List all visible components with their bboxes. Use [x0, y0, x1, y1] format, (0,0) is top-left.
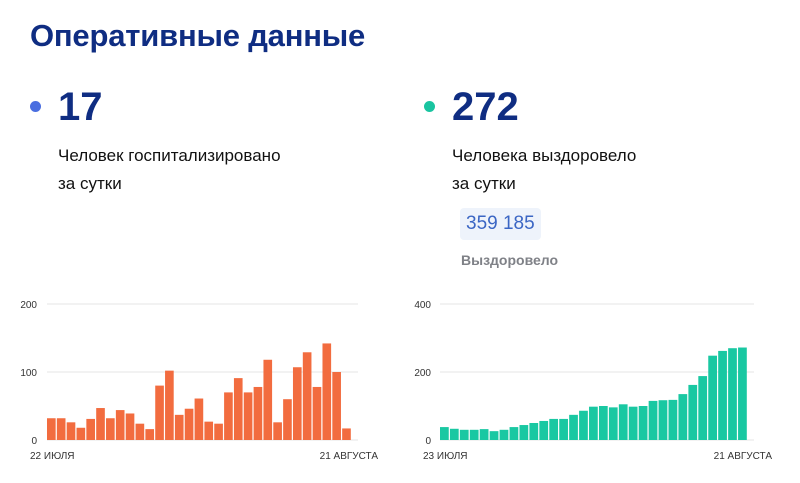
bar: [243, 392, 253, 440]
bar: [738, 347, 747, 440]
bar: [125, 413, 135, 440]
hospitalized-desc-line2: за сутки: [58, 174, 122, 193]
bar: [214, 423, 223, 440]
hospitalized-value: 17: [58, 85, 103, 129]
bar: [529, 423, 539, 440]
y-tick-label: 0: [31, 436, 37, 447]
recovered-bar-chart: 0 200 400 23 ИЮЛЯ 21 АВГУСТА: [414, 300, 773, 462]
bar: [658, 400, 668, 440]
recovered-value: 272: [452, 85, 519, 129]
x-end-label: 21 АВГУСТА: [320, 451, 379, 462]
y-tick-label: 200: [414, 368, 431, 379]
bar: [184, 408, 194, 440]
bar: [579, 410, 588, 440]
bar: [283, 399, 292, 440]
y-tick-label: 200: [20, 300, 37, 311]
bar: [598, 406, 608, 440]
bar: [718, 350, 727, 440]
bar: [440, 427, 449, 440]
bar: [589, 406, 598, 440]
bar: [56, 418, 66, 440]
x-start-label: 23 ИЮЛЯ: [423, 451, 468, 462]
hospitalized-description: Человек госпитализировано за сутки: [58, 142, 358, 198]
bar: [135, 423, 145, 440]
bar: [332, 372, 341, 440]
bar: [499, 429, 509, 440]
y-tick-label: 0: [425, 436, 431, 447]
bar: [155, 385, 164, 440]
bar: [628, 406, 638, 440]
bar: [86, 418, 95, 440]
recovered-total-label: Выздоровело: [461, 252, 559, 268]
bar: [302, 352, 312, 440]
page-title: Оперативные данные: [30, 18, 366, 53]
bar: [312, 386, 322, 440]
bar: [224, 392, 233, 440]
bar: [204, 421, 214, 440]
bar: [342, 428, 351, 440]
bar: [253, 386, 263, 440]
bar: [708, 355, 717, 440]
bar: [539, 420, 549, 440]
bar: [668, 399, 678, 440]
hospitalized-dot-icon: [30, 101, 41, 112]
bar: [479, 429, 489, 440]
recovered-dot-icon: [424, 101, 435, 112]
bar: [263, 359, 273, 440]
bar: [638, 406, 648, 440]
bar: [47, 418, 56, 440]
bar: [459, 429, 469, 440]
recovered-description: Человека выздоровело за сутки: [452, 142, 752, 198]
bar: [194, 398, 204, 440]
bar: [519, 425, 529, 440]
bar: [115, 410, 125, 440]
bar: [559, 418, 568, 440]
bar: [698, 376, 708, 440]
bar: [322, 343, 332, 440]
bar: [569, 414, 578, 440]
bar: [608, 407, 618, 440]
bar: [165, 370, 174, 440]
x-start-label: 22 ИЮЛЯ: [30, 451, 75, 462]
bar: [648, 400, 658, 440]
bar: [618, 404, 628, 440]
recovered-desc-line2: за сутки: [452, 174, 516, 193]
bar: [273, 422, 282, 440]
y-tick-label: 400: [414, 300, 431, 311]
y-tick-label: 100: [20, 368, 37, 379]
bar: [145, 429, 155, 440]
bar: [449, 428, 459, 440]
bar: [292, 367, 302, 440]
hospitalized-desc-line1: Человек госпитализировано: [58, 146, 281, 165]
bar: [233, 378, 243, 440]
bar: [106, 418, 115, 440]
hospitalized-bar-chart: 0 100 200 22 ИЮЛЯ 21 АВГУСТА: [20, 300, 379, 462]
bar: [549, 418, 559, 440]
bar: [96, 408, 105, 440]
recovered-total-badge: 359 185: [460, 208, 541, 240]
bar: [469, 429, 479, 440]
bar: [509, 427, 519, 440]
bar: [688, 384, 698, 440]
recovered-desc-line1: Человека выздоровело: [452, 146, 637, 165]
bar: [489, 431, 499, 440]
bar: [678, 394, 688, 440]
x-end-label: 21 АВГУСТА: [714, 451, 773, 462]
bar: [174, 414, 184, 440]
bar: [66, 422, 76, 440]
bar: [728, 348, 737, 440]
bar: [76, 427, 86, 440]
